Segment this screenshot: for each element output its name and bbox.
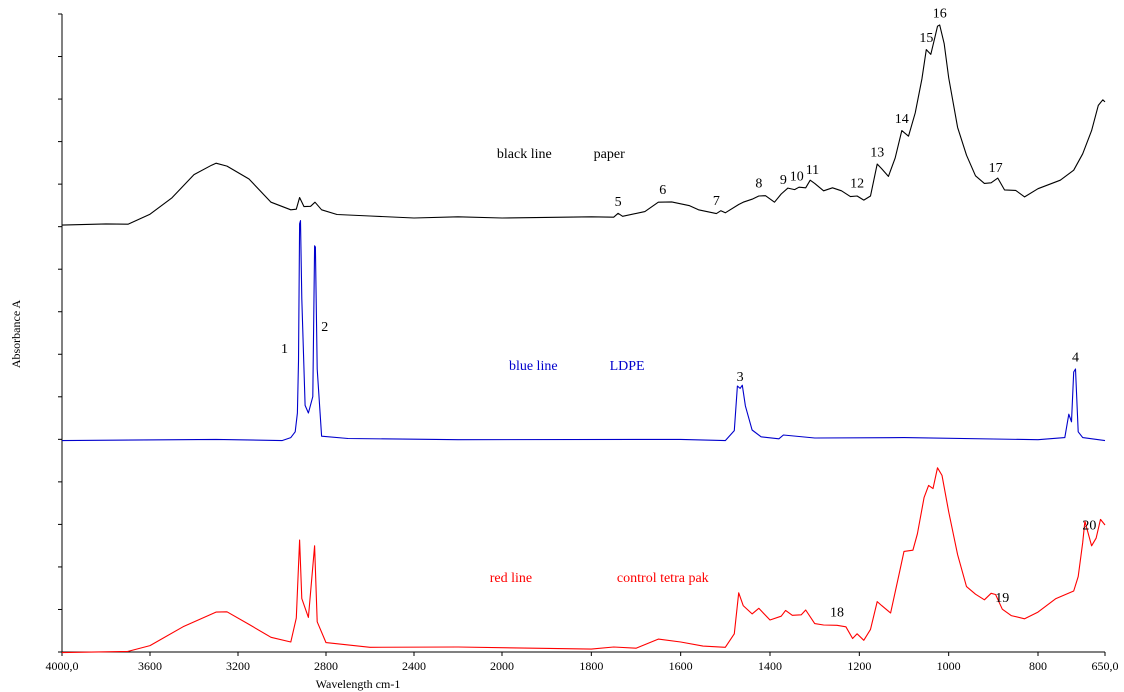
y-axis <box>58 13 63 653</box>
peak-label-7: 7 <box>713 194 720 209</box>
peak-label-4: 4 <box>1072 351 1079 366</box>
peak-label-3: 3 <box>737 370 744 385</box>
peak-label-1: 1 <box>281 342 288 357</box>
annotation-blue: blue line <box>509 359 558 374</box>
peak-label-14: 14 <box>895 112 909 127</box>
peak-label-13: 13 <box>870 146 884 161</box>
annotation-black: paper <box>594 147 625 162</box>
x-tick-label: 1600 <box>669 659 693 673</box>
x-tick-label: 1400 <box>758 659 782 673</box>
annotation-blue: LDPE <box>610 359 645 374</box>
y-axis-title: Absorbance A <box>9 300 23 369</box>
peak-label-20: 20 <box>1082 519 1096 534</box>
peak-label-17: 17 <box>989 161 1003 176</box>
peak-label-10: 10 <box>790 169 804 184</box>
peak-label-16: 16 <box>933 7 947 22</box>
peak-label-12: 12 <box>850 176 864 191</box>
x-tick-label: 1800 <box>579 659 603 673</box>
peak-label-11: 11 <box>806 163 819 178</box>
x-tick-label: 3600 <box>138 659 162 673</box>
x-tick-label: 1000 <box>937 659 961 673</box>
series-layer <box>61 24 1106 654</box>
peak-label-18: 18 <box>830 606 844 621</box>
peak-label-9: 9 <box>780 173 787 188</box>
series-line-red <box>61 467 1106 654</box>
x-tick-label: 3200 <box>226 659 250 673</box>
peak-label-8: 8 <box>755 176 762 191</box>
annotation-red: red line <box>490 571 532 586</box>
x-tick-label: 800 <box>1029 659 1047 673</box>
series-line-blue <box>61 220 1106 442</box>
x-axis: 4000,0 3600 3200 2800 2400 2000 1800 1600 1400 12… <box>46 651 1119 673</box>
x-axis-title: Wavelength cm-1 <box>316 677 401 691</box>
x-tick-label: 2400 <box>402 659 426 673</box>
peak-label-19: 19 <box>995 591 1009 606</box>
x-tick-label: 4000,0 <box>46 659 79 673</box>
x-tick-label: 2000 <box>490 659 514 673</box>
peak-label-2: 2 <box>321 320 328 335</box>
x-tick-label: 2800 <box>314 659 338 673</box>
annotation-layer: black line paper blue line LDPE red line cont… <box>490 147 709 586</box>
peak-label-6: 6 <box>659 183 666 198</box>
series-line-black <box>61 24 1106 226</box>
annotation-red: control tetra pak <box>617 571 709 586</box>
x-tick-label: 1200 <box>847 659 871 673</box>
peak-label-15: 15 <box>919 31 933 46</box>
x-tick-label: 650,0 <box>1092 659 1119 673</box>
annotation-black: black line <box>497 147 552 162</box>
peak-label-5: 5 <box>615 195 622 210</box>
